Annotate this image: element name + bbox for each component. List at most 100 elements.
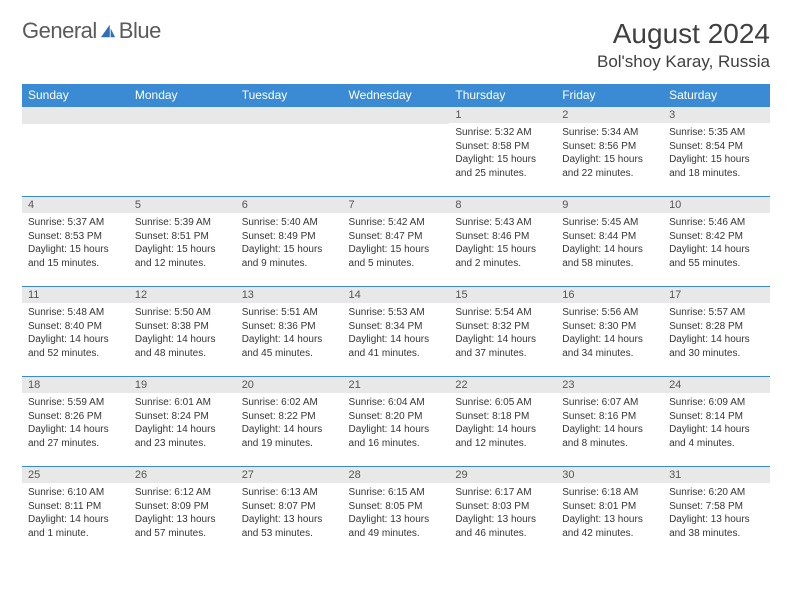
calendar-cell: 28Sunrise: 6:15 AMSunset: 8:05 PMDayligh… [343,466,450,556]
day-details: Sunrise: 5:46 AMSunset: 8:42 PMDaylight:… [663,213,770,276]
day-details: Sunrise: 6:18 AMSunset: 8:01 PMDaylight:… [556,483,663,546]
calendar-cell: 19Sunrise: 6:01 AMSunset: 8:24 PMDayligh… [129,376,236,466]
day-number: 17 [663,286,770,303]
day-number: 29 [449,466,556,483]
day-details: Sunrise: 5:43 AMSunset: 8:46 PMDaylight:… [449,213,556,276]
day-details: Sunrise: 5:51 AMSunset: 8:36 PMDaylight:… [236,303,343,366]
calendar-week-row: 18Sunrise: 5:59 AMSunset: 8:26 PMDayligh… [22,376,770,466]
calendar-cell: 14Sunrise: 5:53 AMSunset: 8:34 PMDayligh… [343,286,450,376]
day-details: Sunrise: 5:59 AMSunset: 8:26 PMDaylight:… [22,393,129,456]
month-title: August 2024 [597,18,770,50]
location: Bol'shoy Karay, Russia [597,52,770,72]
day-details: Sunrise: 6:01 AMSunset: 8:24 PMDaylight:… [129,393,236,456]
day-details: Sunrise: 5:56 AMSunset: 8:30 PMDaylight:… [556,303,663,366]
day-number: 1 [449,106,556,123]
day-number: 19 [129,376,236,393]
calendar-body: 1Sunrise: 5:32 AMSunset: 8:58 PMDaylight… [22,106,770,556]
day-number: 12 [129,286,236,303]
day-number: 30 [556,466,663,483]
calendar-cell: 26Sunrise: 6:12 AMSunset: 8:09 PMDayligh… [129,466,236,556]
day-number: 9 [556,196,663,213]
day-details: Sunrise: 6:02 AMSunset: 8:22 PMDaylight:… [236,393,343,456]
day-details: Sunrise: 5:42 AMSunset: 8:47 PMDaylight:… [343,213,450,276]
day-details: Sunrise: 6:09 AMSunset: 8:14 PMDaylight:… [663,393,770,456]
day-header: Tuesday [236,84,343,106]
day-details: Sunrise: 5:40 AMSunset: 8:49 PMDaylight:… [236,213,343,276]
day-details: Sunrise: 5:50 AMSunset: 8:38 PMDaylight:… [129,303,236,366]
calendar-cell: 1Sunrise: 5:32 AMSunset: 8:58 PMDaylight… [449,106,556,196]
logo-text-general: General [22,18,97,44]
day-header: Monday [129,84,236,106]
title-block: August 2024 Bol'shoy Karay, Russia [597,18,770,72]
day-number: 7 [343,196,450,213]
calendar-table: SundayMondayTuesdayWednesdayThursdayFrid… [22,84,770,556]
day-details: Sunrise: 6:20 AMSunset: 7:58 PMDaylight:… [663,483,770,546]
calendar-cell: 6Sunrise: 5:40 AMSunset: 8:49 PMDaylight… [236,196,343,286]
calendar-cell: 8Sunrise: 5:43 AMSunset: 8:46 PMDaylight… [449,196,556,286]
day-details: Sunrise: 6:04 AMSunset: 8:20 PMDaylight:… [343,393,450,456]
day-number: 8 [449,196,556,213]
calendar-cell: 21Sunrise: 6:04 AMSunset: 8:20 PMDayligh… [343,376,450,466]
day-number: 10 [663,196,770,213]
day-details: Sunrise: 5:32 AMSunset: 8:58 PMDaylight:… [449,123,556,186]
calendar-cell [236,106,343,196]
calendar-week-row: 1Sunrise: 5:32 AMSunset: 8:58 PMDaylight… [22,106,770,196]
day-number: 5 [129,196,236,213]
calendar-cell: 22Sunrise: 6:05 AMSunset: 8:18 PMDayligh… [449,376,556,466]
header: General Blue August 2024 Bol'shoy Karay,… [22,18,770,72]
calendar-cell: 18Sunrise: 5:59 AMSunset: 8:26 PMDayligh… [22,376,129,466]
calendar-cell: 27Sunrise: 6:13 AMSunset: 8:07 PMDayligh… [236,466,343,556]
logo-text-blue: Blue [119,18,161,44]
calendar-cell: 15Sunrise: 5:54 AMSunset: 8:32 PMDayligh… [449,286,556,376]
calendar-cell [22,106,129,196]
empty-day [22,106,129,124]
empty-day [236,106,343,124]
day-number: 2 [556,106,663,123]
day-details: Sunrise: 6:15 AMSunset: 8:05 PMDaylight:… [343,483,450,546]
day-details: Sunrise: 5:57 AMSunset: 8:28 PMDaylight:… [663,303,770,366]
day-header: Sunday [22,84,129,106]
day-number: 22 [449,376,556,393]
calendar-cell: 10Sunrise: 5:46 AMSunset: 8:42 PMDayligh… [663,196,770,286]
calendar-cell: 3Sunrise: 5:35 AMSunset: 8:54 PMDaylight… [663,106,770,196]
day-header: Friday [556,84,663,106]
day-number: 15 [449,286,556,303]
calendar-cell: 29Sunrise: 6:17 AMSunset: 8:03 PMDayligh… [449,466,556,556]
calendar-cell: 25Sunrise: 6:10 AMSunset: 8:11 PMDayligh… [22,466,129,556]
sail-icon [99,23,117,39]
empty-day [343,106,450,124]
day-details: Sunrise: 5:53 AMSunset: 8:34 PMDaylight:… [343,303,450,366]
calendar-cell: 4Sunrise: 5:37 AMSunset: 8:53 PMDaylight… [22,196,129,286]
day-number: 16 [556,286,663,303]
day-details: Sunrise: 6:10 AMSunset: 8:11 PMDaylight:… [22,483,129,546]
calendar-cell: 17Sunrise: 5:57 AMSunset: 8:28 PMDayligh… [663,286,770,376]
day-number: 25 [22,466,129,483]
day-number: 28 [343,466,450,483]
day-header: Saturday [663,84,770,106]
day-details: Sunrise: 5:54 AMSunset: 8:32 PMDaylight:… [449,303,556,366]
day-header: Thursday [449,84,556,106]
day-number: 4 [22,196,129,213]
day-number: 21 [343,376,450,393]
day-details: Sunrise: 5:35 AMSunset: 8:54 PMDaylight:… [663,123,770,186]
day-number: 23 [556,376,663,393]
day-number: 20 [236,376,343,393]
day-number: 3 [663,106,770,123]
day-header-row: SundayMondayTuesdayWednesdayThursdayFrid… [22,84,770,106]
day-number: 6 [236,196,343,213]
calendar-cell: 12Sunrise: 5:50 AMSunset: 8:38 PMDayligh… [129,286,236,376]
calendar-week-row: 4Sunrise: 5:37 AMSunset: 8:53 PMDaylight… [22,196,770,286]
calendar-cell: 2Sunrise: 5:34 AMSunset: 8:56 PMDaylight… [556,106,663,196]
day-number: 24 [663,376,770,393]
day-number: 27 [236,466,343,483]
calendar-cell: 7Sunrise: 5:42 AMSunset: 8:47 PMDaylight… [343,196,450,286]
day-details: Sunrise: 5:45 AMSunset: 8:44 PMDaylight:… [556,213,663,276]
day-number: 26 [129,466,236,483]
day-details: Sunrise: 6:17 AMSunset: 8:03 PMDaylight:… [449,483,556,546]
day-details: Sunrise: 5:37 AMSunset: 8:53 PMDaylight:… [22,213,129,276]
calendar-week-row: 25Sunrise: 6:10 AMSunset: 8:11 PMDayligh… [22,466,770,556]
calendar-cell: 20Sunrise: 6:02 AMSunset: 8:22 PMDayligh… [236,376,343,466]
day-details: Sunrise: 6:07 AMSunset: 8:16 PMDaylight:… [556,393,663,456]
calendar-cell: 31Sunrise: 6:20 AMSunset: 7:58 PMDayligh… [663,466,770,556]
calendar-cell: 30Sunrise: 6:18 AMSunset: 8:01 PMDayligh… [556,466,663,556]
